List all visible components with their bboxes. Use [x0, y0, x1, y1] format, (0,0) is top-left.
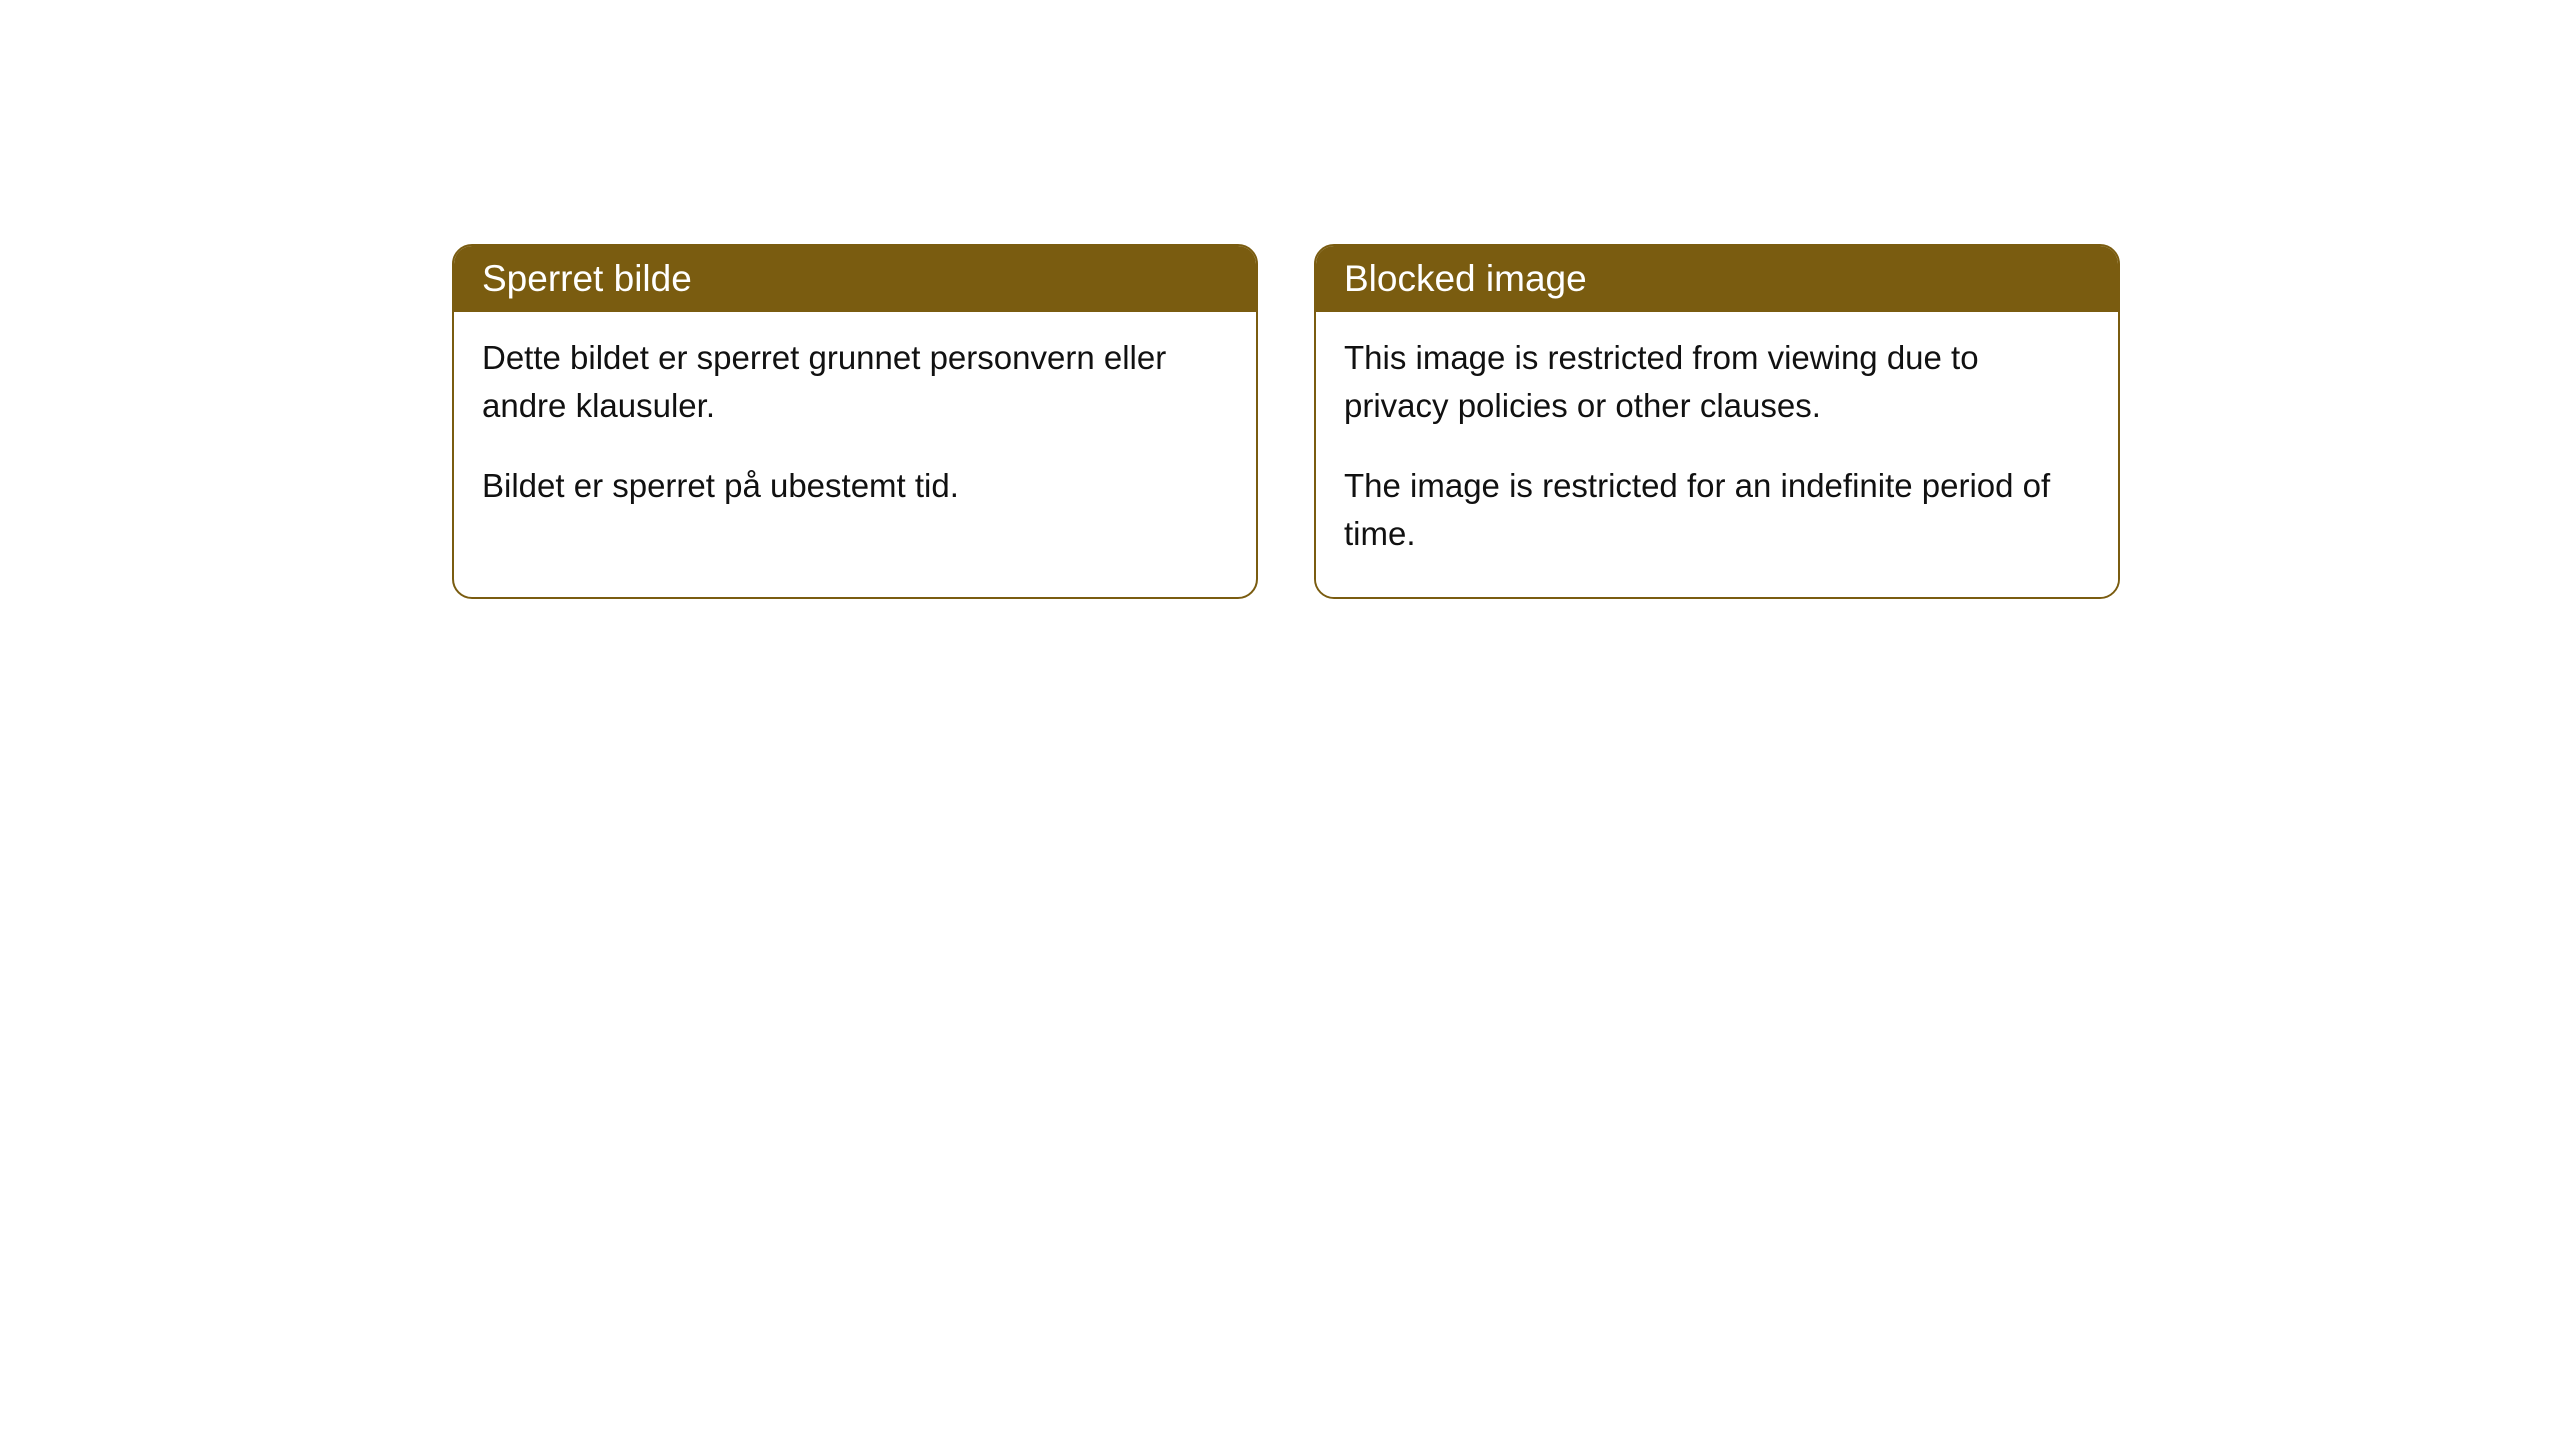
card-paragraph-2: Bildet er sperret på ubestemt tid.	[482, 462, 1228, 510]
blocked-image-card-norwegian: Sperret bilde Dette bildet er sperret gr…	[452, 244, 1258, 599]
blocked-image-card-english: Blocked image This image is restricted f…	[1314, 244, 2120, 599]
card-paragraph-1: This image is restricted from viewing du…	[1344, 334, 2090, 430]
notice-cards-container: Sperret bilde Dette bildet er sperret gr…	[0, 0, 2560, 599]
card-header-title: Sperret bilde	[454, 246, 1256, 312]
card-header-title: Blocked image	[1316, 246, 2118, 312]
card-body: This image is restricted from viewing du…	[1316, 312, 2118, 597]
card-body: Dette bildet er sperret grunnet personve…	[454, 312, 1256, 550]
card-paragraph-1: Dette bildet er sperret grunnet personve…	[482, 334, 1228, 430]
card-paragraph-2: The image is restricted for an indefinit…	[1344, 462, 2090, 558]
